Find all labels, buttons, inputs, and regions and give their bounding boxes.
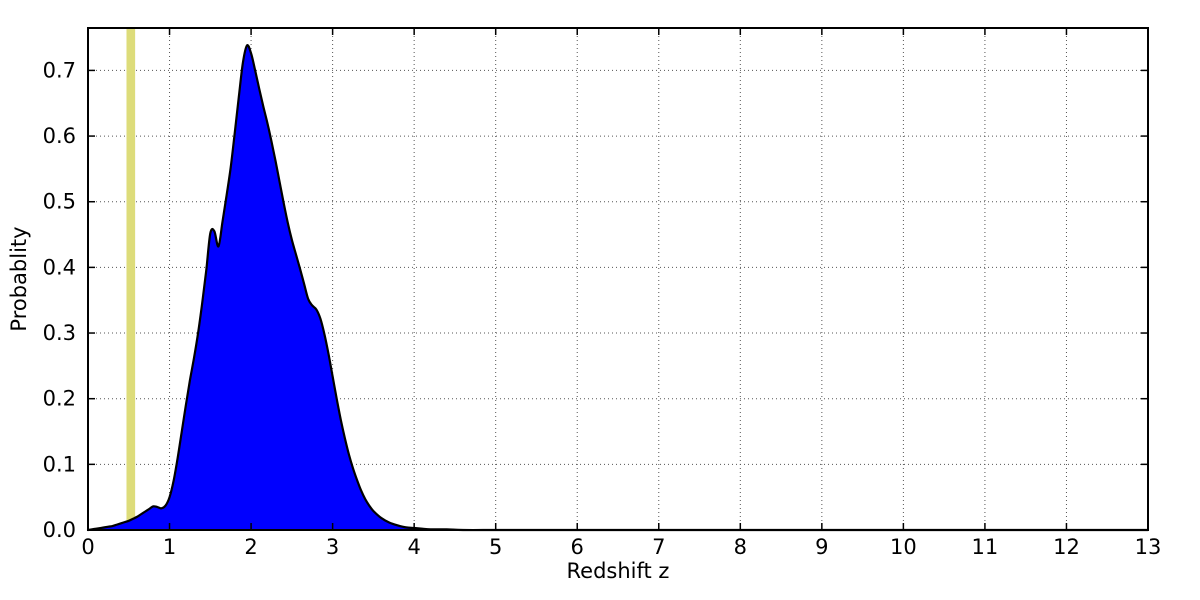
y-tick-label: 0.2 [43, 387, 76, 411]
y-tick-label: 0.7 [43, 58, 76, 82]
x-tick-label: 2 [244, 535, 257, 559]
y-tick-label: 0.5 [43, 190, 76, 214]
x-axis-ticks [87, 28, 1149, 530]
x-tick-label: 3 [326, 535, 339, 559]
x-tick-label: 7 [652, 535, 665, 559]
y-axis-tick-labels: 0.0 0.1 0.2 0.3 0.4 0.5 0.6 0.7 [43, 58, 76, 542]
x-tick-label: 4 [407, 535, 420, 559]
x-tick-label: 1 [163, 535, 176, 559]
x-tick-label: 12 [1053, 535, 1080, 559]
y-tick-label: 0.1 [43, 452, 76, 476]
x-tick-label: 5 [489, 535, 502, 559]
x-tick-label: 9 [815, 535, 828, 559]
probability-curve [86, 44, 1150, 532]
x-tick-label: 10 [890, 535, 917, 559]
axes-frame [87, 27, 1149, 531]
x-tick-label: 11 [972, 535, 999, 559]
y-axis-title: Probablity [7, 226, 31, 331]
x-tick-label: 8 [734, 535, 747, 559]
x-axis-tick-labels: 0 1 2 3 4 5 6 7 8 9 10 11 12 13 [81, 535, 1161, 559]
x-tick-label: 13 [1135, 535, 1162, 559]
y-axis-ticks [88, 69, 1148, 531]
y-tick-label: 0.0 [43, 518, 76, 542]
y-tick-label: 0.4 [43, 255, 76, 279]
y-tick-label: 0.6 [43, 124, 76, 148]
x-tick-label: 0 [81, 535, 94, 559]
redshift-marker-line [126, 29, 136, 530]
x-axis-title: Redshift z [567, 559, 670, 583]
x-tick-label: 6 [571, 535, 584, 559]
y-tick-label: 0.3 [43, 321, 76, 345]
